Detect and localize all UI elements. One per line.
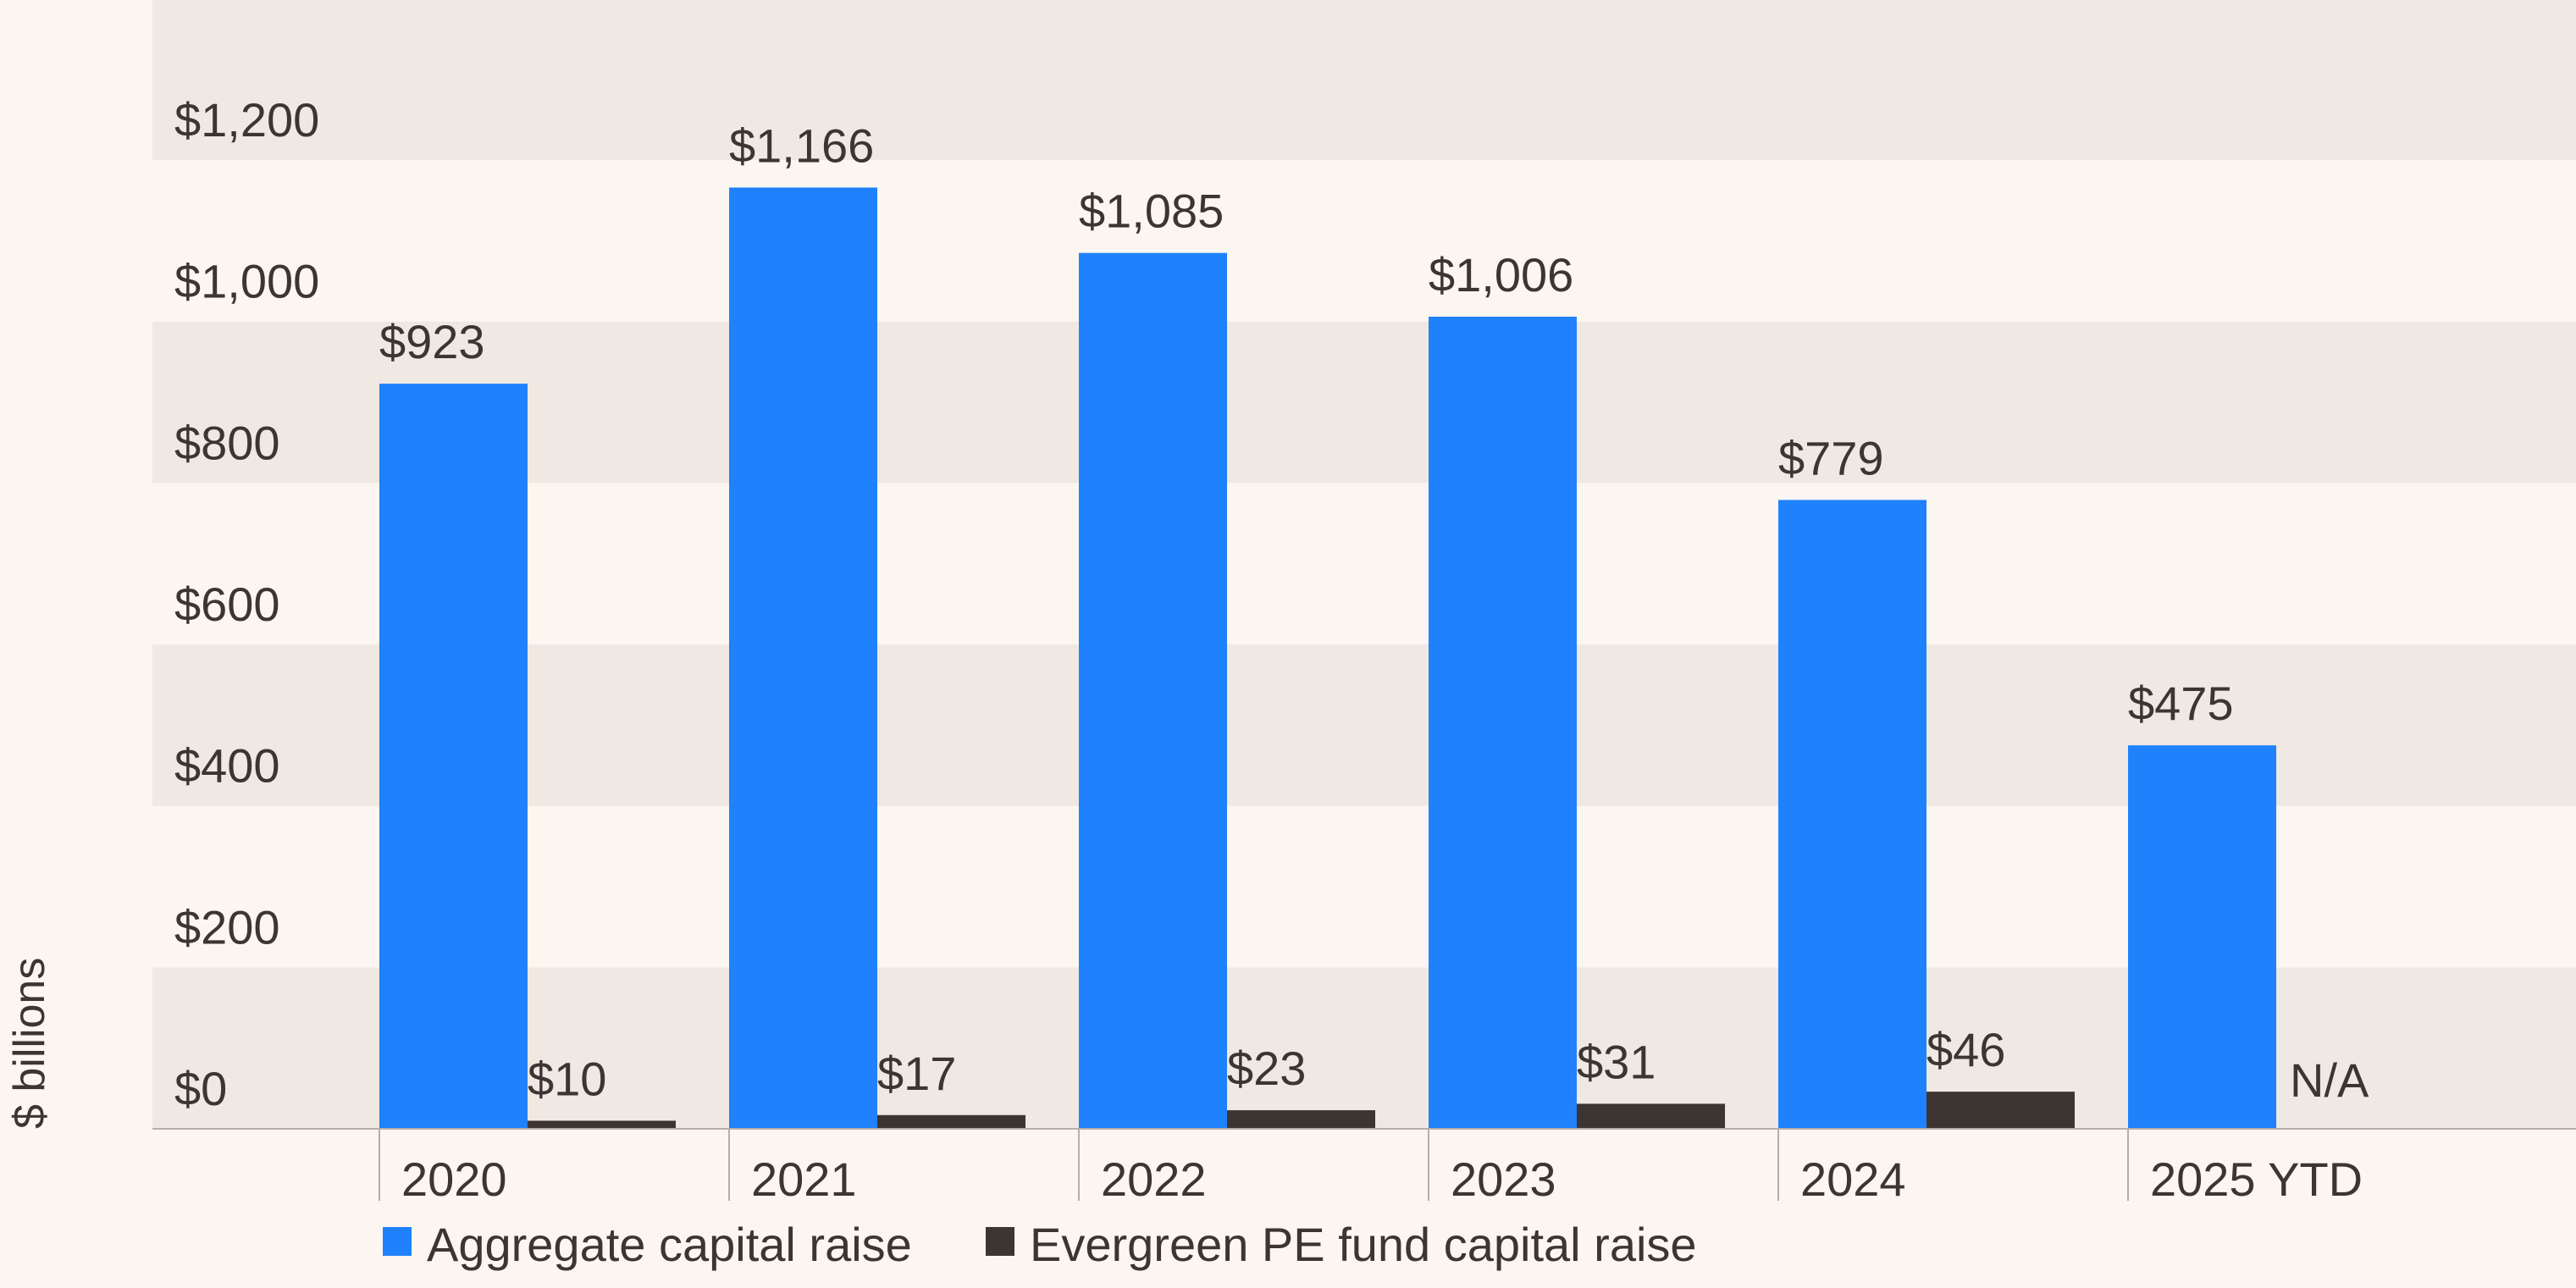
data-label: $10 <box>528 1052 606 1105</box>
y-axis: $0 $200 $400 $600 $800 $1,000 $1,200 <box>174 93 319 1115</box>
legend: Aggregate capital raise Evergreen PE fund… <box>383 1218 1697 1271</box>
grid-band <box>152 0 2576 161</box>
bar-evergreen <box>877 1114 1025 1129</box>
data-label: $1,006 <box>1429 248 1573 301</box>
legend-swatch <box>986 1227 1014 1256</box>
y-tick-label: $1,000 <box>174 255 319 308</box>
x-tick-label: 2022 <box>1101 1153 1207 1206</box>
data-label: $1,085 <box>1079 185 1224 238</box>
grid-band <box>152 483 2576 645</box>
x-axis-labels: 2020 2021 2022 2023 2024 2025 YTD <box>379 1129 2363 1206</box>
data-label: $31 <box>1577 1035 1656 1088</box>
bar-aggregate <box>1079 252 1227 1130</box>
x-tick-label: 2023 <box>1451 1153 1556 1206</box>
grid-band <box>152 321 2576 484</box>
x-tick-label: 2020 <box>401 1153 507 1206</box>
y-tick-label: $0 <box>174 1062 227 1115</box>
bar-aggregate <box>729 187 877 1130</box>
data-label: $17 <box>877 1047 956 1100</box>
y-axis-label: $ billions <box>5 958 54 1129</box>
y-tick-label: $1,200 <box>174 93 319 146</box>
data-label: $475 <box>2128 677 2234 730</box>
data-label: $779 <box>1778 431 1884 484</box>
legend-swatch <box>383 1227 412 1256</box>
y-tick-label: $400 <box>174 739 280 793</box>
data-label: $1,166 <box>729 119 874 172</box>
data-label: $46 <box>1926 1023 2005 1076</box>
bar-evergreen <box>1577 1103 1725 1129</box>
data-label: N/A <box>2290 1053 2369 1107</box>
y-tick-label: $600 <box>174 578 280 631</box>
bar-aggregate <box>2128 745 2276 1129</box>
data-label: $23 <box>1227 1042 1306 1095</box>
legend-label: Evergreen PE fund capital raise <box>1030 1218 1697 1271</box>
y-tick-label: $200 <box>174 900 280 954</box>
bar-aggregate <box>379 384 528 1129</box>
bars: $923 $10 $1,166 $17 $1,085 $23 $1,006 $31 $779 $4… <box>379 119 2369 1130</box>
bar-evergreen <box>1227 1110 1375 1129</box>
data-label: $923 <box>379 315 485 368</box>
legend-label: Aggregate capital raise <box>427 1218 912 1271</box>
x-tick-label: 2024 <box>1800 1153 1906 1206</box>
y-tick-label: $800 <box>174 416 280 469</box>
x-tick-label: 2021 <box>751 1153 857 1206</box>
bar-aggregate <box>1778 500 1926 1129</box>
x-tick-label: 2025 YTD <box>2150 1153 2363 1206</box>
bar-evergreen <box>1926 1092 2075 1129</box>
bar-aggregate <box>1429 316 1577 1129</box>
bar-evergreen <box>528 1120 676 1129</box>
grid-band <box>152 160 2576 322</box>
